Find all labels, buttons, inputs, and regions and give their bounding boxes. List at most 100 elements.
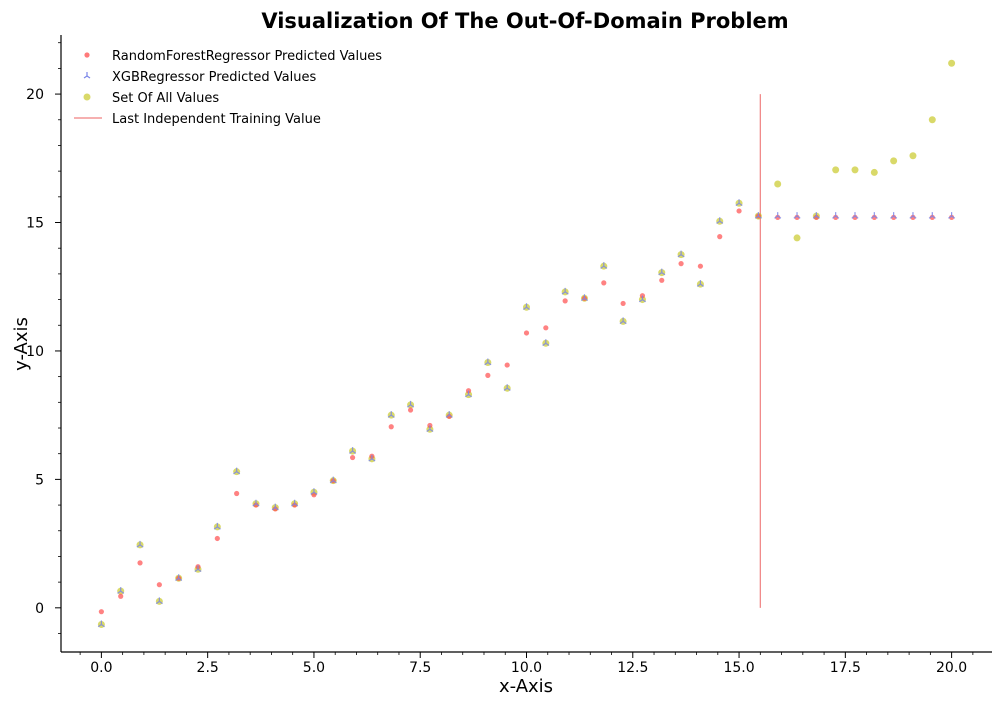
random-forest-point xyxy=(794,214,800,220)
legend-marker-xgb xyxy=(83,72,91,79)
legend-label-random-forest: RandomForestRegressor Predicted Values xyxy=(112,49,382,64)
random-forest-point xyxy=(620,300,626,307)
random-forest-point xyxy=(871,214,877,220)
legend-marker-random-forest xyxy=(84,52,90,58)
random-forest-point xyxy=(891,214,897,220)
random-forest-point xyxy=(504,362,510,368)
xgb-point xyxy=(561,287,569,295)
x-tick-label: 10.0 xyxy=(511,660,542,676)
xgb-point xyxy=(233,467,241,475)
random-forest-point xyxy=(253,502,259,508)
xgb-point xyxy=(349,447,357,454)
random-forest-point xyxy=(523,330,530,336)
x-tick-label: 2.5 xyxy=(197,660,219,676)
xgb-point xyxy=(271,503,279,511)
legend-label-xgb: XGBRegressor Predicted Values xyxy=(112,70,316,85)
xgb-point xyxy=(387,411,395,418)
xgb-point xyxy=(812,212,820,219)
legend-label-all-values: Set Of All Values xyxy=(112,91,219,106)
xgb-point xyxy=(175,574,183,581)
xgb-point xyxy=(754,212,762,219)
random-forest-point xyxy=(543,325,549,331)
xgb-point xyxy=(464,390,473,398)
xgb-point xyxy=(851,212,859,219)
random-forest-point xyxy=(736,208,742,214)
legend: RandomForestRegressor Predicted Values X… xyxy=(74,49,382,127)
all-values-point xyxy=(909,152,917,160)
random-forest-point xyxy=(697,263,704,269)
random-forest-point xyxy=(272,506,278,512)
all-values-point xyxy=(793,234,801,242)
random-forest-point xyxy=(349,454,356,461)
random-forest-point xyxy=(678,261,684,267)
xgb-point xyxy=(696,280,704,287)
all-values-point xyxy=(948,59,956,67)
random-forest-point xyxy=(659,277,665,283)
xgb-point xyxy=(870,212,878,219)
xgb-point xyxy=(735,199,743,206)
xgb-point xyxy=(716,217,724,224)
random-forest-point xyxy=(388,424,394,430)
y-tick-label: 0 xyxy=(35,601,44,617)
x-tick-label: 20.0 xyxy=(936,660,967,676)
random-forest-point xyxy=(775,214,781,220)
all-values-point xyxy=(928,116,936,124)
random-forest-point xyxy=(234,490,240,497)
xgb-point xyxy=(213,522,221,530)
random-forest-point xyxy=(156,582,162,588)
xgb-point xyxy=(890,212,898,219)
legend-marker-all-values xyxy=(83,93,91,101)
xgb-point xyxy=(832,212,840,219)
xgb-point xyxy=(484,358,492,366)
x-tick-label: 17.5 xyxy=(830,660,861,676)
xgb-point xyxy=(407,400,415,408)
series-tri xyxy=(97,199,956,628)
all-values-point xyxy=(774,180,782,188)
xgb-point xyxy=(619,317,627,325)
random-forest-point xyxy=(717,234,723,240)
xgb-point xyxy=(677,250,685,258)
y-tick-label: 10 xyxy=(26,344,44,360)
random-forest-point xyxy=(292,502,298,508)
xgb-point xyxy=(909,212,917,219)
random-forest-point xyxy=(562,298,568,304)
y-tick-label: 5 xyxy=(35,472,44,488)
legend-label-threshold: Last Independent Training Value xyxy=(112,112,321,127)
series-circle-small xyxy=(98,208,955,615)
y-tick-label: 20 xyxy=(26,87,44,103)
xgb-point xyxy=(368,454,376,462)
xgb-point xyxy=(426,425,434,432)
xgb-point xyxy=(580,294,589,301)
random-forest-point xyxy=(601,280,607,286)
xgb-point xyxy=(117,587,125,594)
xgb-point xyxy=(774,212,782,219)
xgb-point xyxy=(522,303,531,310)
xgb-point xyxy=(638,295,646,303)
random-forest-point xyxy=(485,372,491,378)
all-values-point xyxy=(870,168,878,176)
x-tick-label: 15.0 xyxy=(723,660,754,676)
xgb-point xyxy=(600,262,608,269)
random-forest-point xyxy=(137,560,143,566)
series-circle xyxy=(97,59,956,629)
xgb-point xyxy=(194,565,202,572)
random-forest-point xyxy=(949,214,955,220)
x-tick-label: 7.5 xyxy=(409,660,431,676)
x-tick-label: 5.0 xyxy=(303,660,325,676)
xgb-point xyxy=(329,476,337,484)
xgb-point xyxy=(136,540,144,548)
all-values-point xyxy=(851,166,859,174)
random-forest-point xyxy=(98,609,104,615)
all-values-point xyxy=(890,157,898,165)
random-forest-point xyxy=(407,407,414,413)
x-tick-label: 0.0 xyxy=(90,660,112,676)
x-axis-ticks: 0.0 2.5 5.0 7.5 10.0 12.5 15.0 17.5 20.0 xyxy=(79,652,974,676)
xgb-point xyxy=(155,597,163,605)
random-forest-point xyxy=(833,214,839,220)
x-tick-label: 12.5 xyxy=(617,660,648,676)
random-forest-point xyxy=(852,214,858,220)
random-forest-point xyxy=(929,214,935,220)
xgb-point xyxy=(252,499,260,507)
random-forest-point xyxy=(118,593,124,599)
xgb-point xyxy=(310,488,318,495)
